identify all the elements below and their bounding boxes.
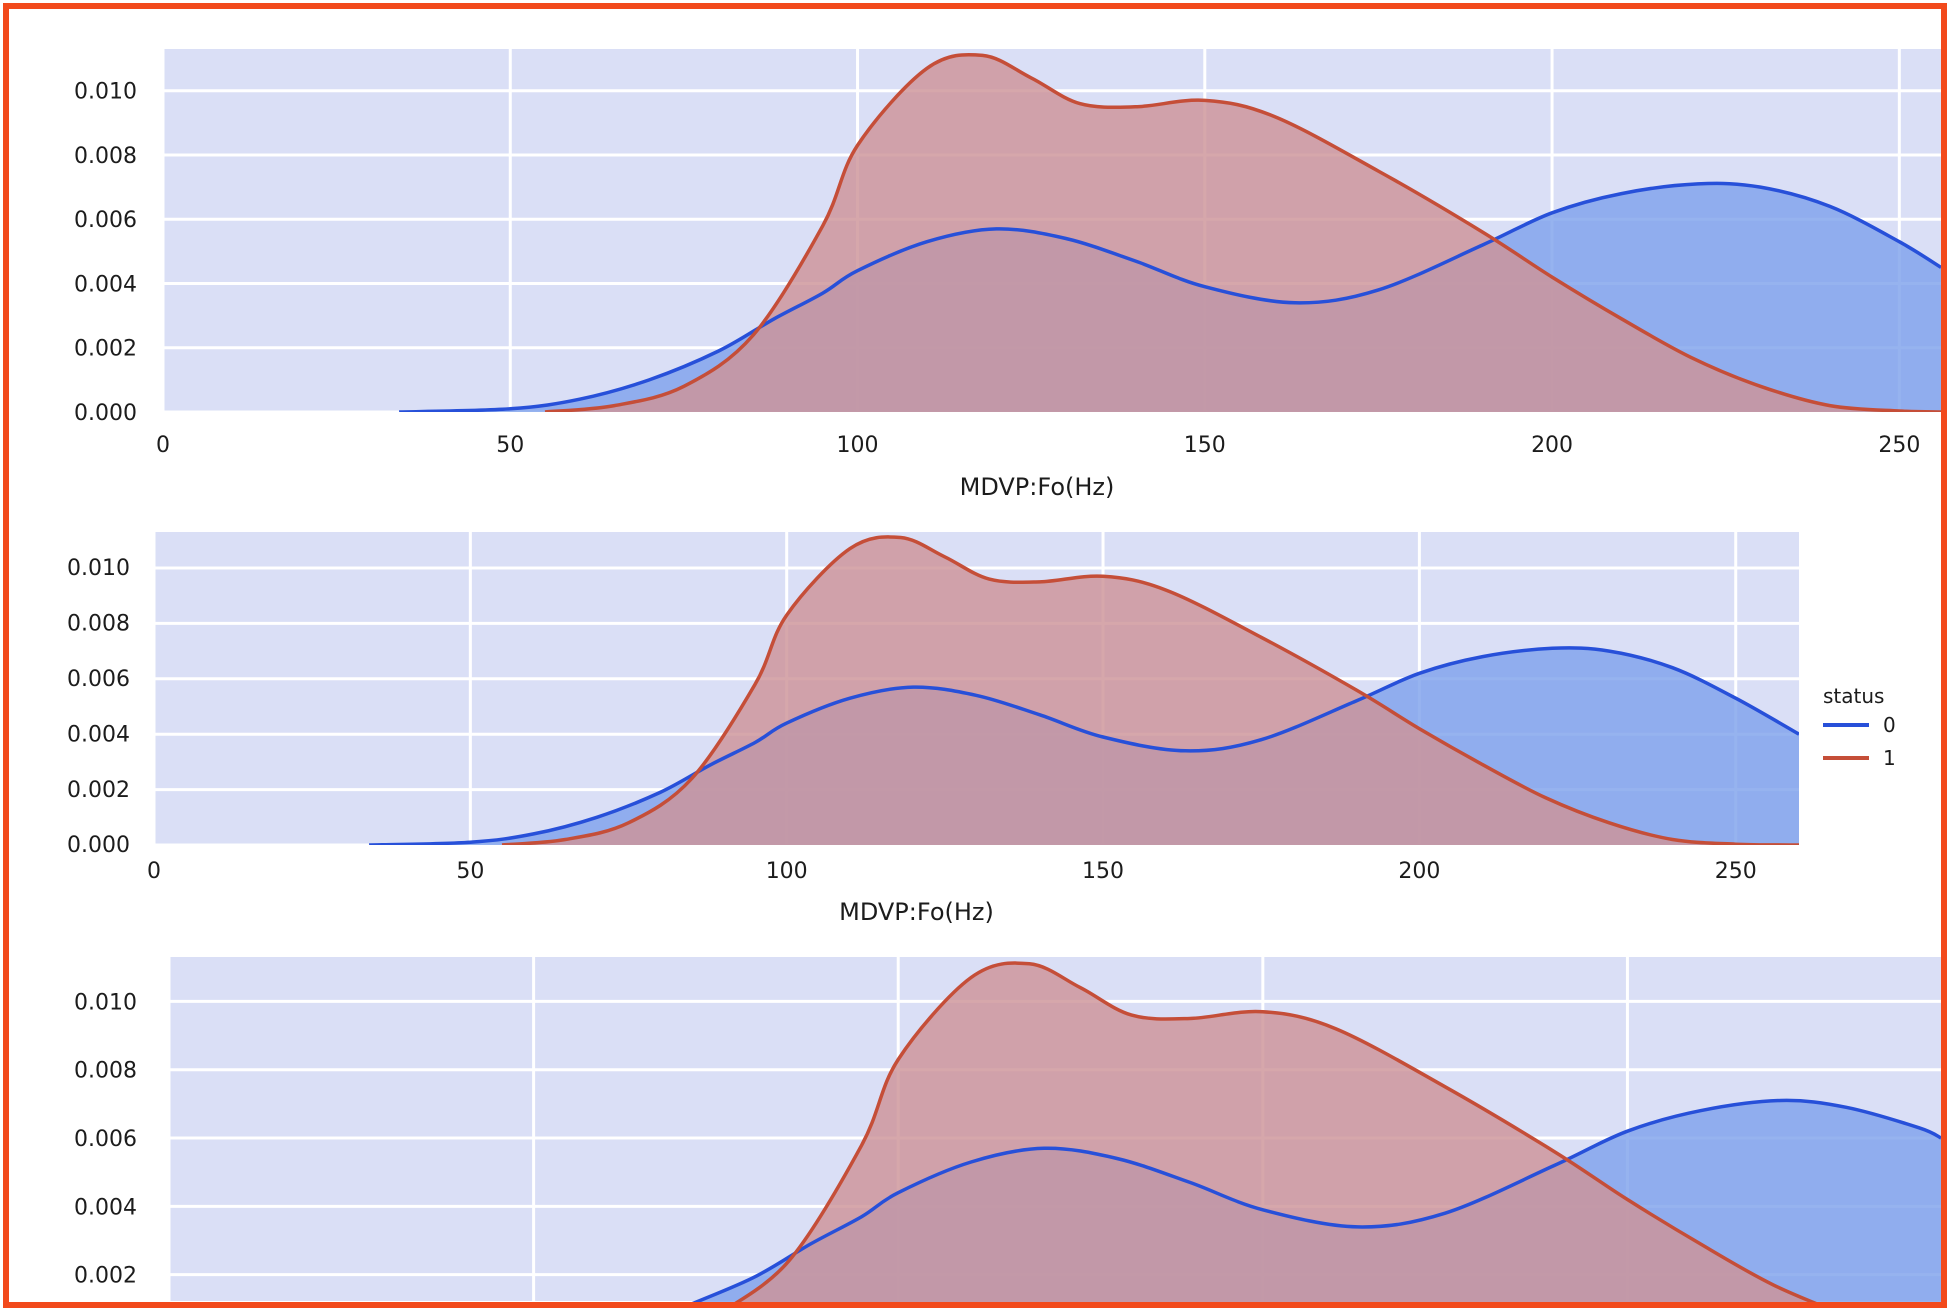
y-tick-label: 0.008 (67, 612, 130, 637)
legend-label-1: 1 (1883, 746, 1896, 770)
x-tick-label: 200 (1398, 859, 1440, 884)
kde-line-status-1 (544, 52, 1941, 412)
y-tick-label: 0.002 (74, 337, 137, 362)
y-tick-label: 0.004 (74, 1195, 137, 1220)
y-tick-label: 0.002 (67, 778, 130, 803)
legend-label-0: 0 (1883, 713, 1896, 737)
x-axis-label: MDVP:Fo(Hz) (960, 473, 1115, 501)
kde-panel-1: 0.000 0.002 0.004 0.006 0.008 0.010 0 50 100 150 2… (74, 49, 1941, 501)
y-tick-label: 0.002 (74, 1264, 137, 1289)
y-tick-label: 0.006 (74, 1127, 137, 1152)
x-tick-label: 50 (496, 433, 524, 458)
x-tick-label: 200 (1531, 433, 1573, 458)
kde-area-status-1 (545, 54, 1941, 412)
kde-area-status-1 (502, 536, 1799, 845)
y-tick-label: 0.008 (74, 144, 137, 169)
x-tick-label: 250 (1715, 859, 1757, 884)
kde-line-status-0 (399, 181, 1941, 412)
y-tick-label: 0.006 (67, 667, 130, 692)
kde-line-status-0 (691, 1098, 1941, 1302)
y-tick-label: 0.010 (74, 990, 137, 1015)
x-tick-label: 100 (766, 859, 808, 884)
x-axis-label: MDVP:Fo(Hz) (839, 898, 994, 926)
y-tick-label: 0.000 (67, 833, 130, 858)
y-tick-label: 0.010 (74, 80, 137, 105)
x-tick-label: 100 (837, 433, 879, 458)
kde-panel-2: 0.000 0.002 0.004 0.006 0.008 0.010 0 50 100 150 2… (67, 532, 1799, 926)
x-tick-label: 150 (1082, 859, 1124, 884)
y-tick-label: 0.006 (74, 208, 137, 233)
y-tick-label: 0.004 (67, 722, 130, 747)
y-tick-label: 0.008 (74, 1059, 137, 1084)
kde-line-status-0 (369, 646, 1799, 845)
legend: status 0 1 (1823, 684, 1896, 770)
legend-title: status (1823, 684, 1884, 708)
y-tick-label: 0.000 (74, 401, 137, 426)
y-tick-label: 0.004 (74, 272, 137, 297)
x-tick-label: 0 (156, 433, 170, 458)
kde-panel-3: 0.002 0.004 0.006 0.008 0.010 (74, 957, 1941, 1302)
x-tick-label: 50 (456, 859, 484, 884)
kde-area-status-1 (737, 962, 1813, 1302)
kde-line-status-1 (501, 535, 1799, 845)
figure-frame: 0.000 0.002 0.004 0.006 0.008 0.010 0 50 100 150 2… (3, 3, 1947, 1308)
kde-line-status-1 (734, 961, 1817, 1302)
x-tick-label: 150 (1184, 433, 1226, 458)
x-tick-label: 250 (1878, 433, 1920, 458)
y-tick-label: 0.010 (67, 556, 130, 581)
x-tick-label: 0 (147, 859, 161, 884)
